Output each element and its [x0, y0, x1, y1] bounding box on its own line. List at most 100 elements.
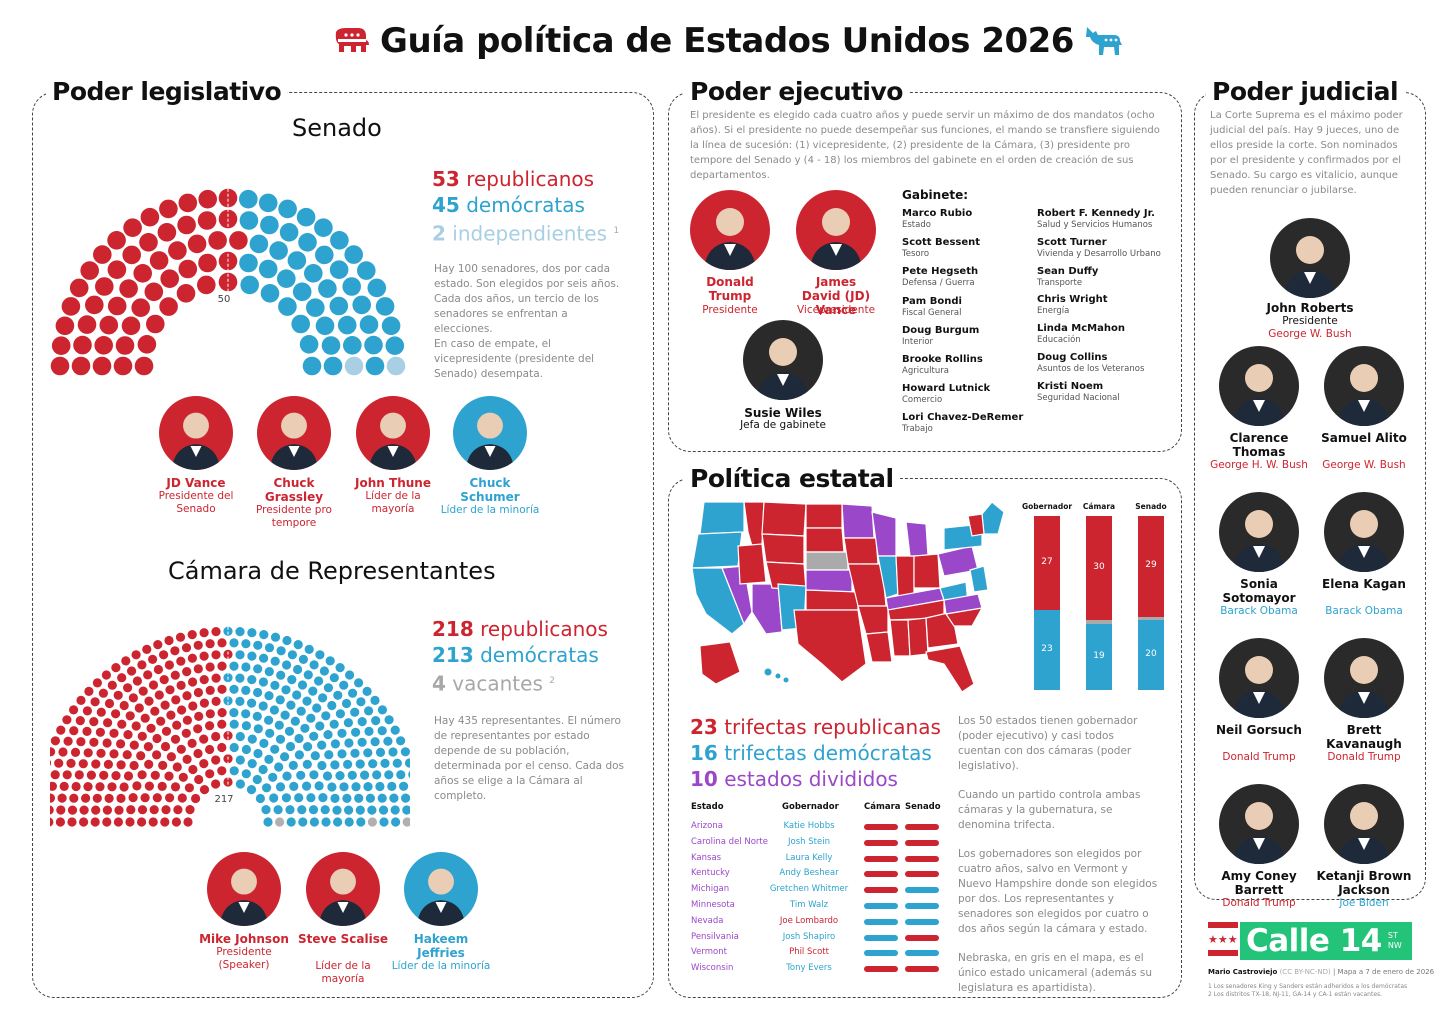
house-seat — [380, 758, 390, 768]
house-seat — [182, 754, 192, 764]
senate-seat — [298, 233, 317, 252]
senate-seat — [197, 275, 216, 295]
house-seat — [113, 817, 123, 827]
state-note: Los 50 estados tienen gobernador (poder … — [958, 715, 1138, 772]
house-seat — [134, 703, 144, 713]
house-seat — [332, 805, 342, 815]
house-seat — [253, 640, 263, 650]
table-house-pill — [864, 918, 898, 925]
house-seat — [205, 662, 215, 672]
house-seat — [384, 770, 394, 780]
house-seat — [164, 771, 174, 781]
house-seat — [205, 709, 215, 719]
house-seat — [399, 781, 409, 791]
house-seat — [188, 677, 198, 687]
senate-seat — [93, 245, 112, 264]
bar-dem-value: 23 — [1041, 643, 1053, 654]
senate-seat — [159, 199, 178, 219]
house-seat — [304, 644, 314, 654]
house-seat — [261, 805, 271, 815]
house-seat — [298, 654, 308, 664]
chief-of-staff-role: Jefa de gabinete — [740, 419, 826, 431]
house-seat — [137, 731, 147, 741]
house-seat — [76, 737, 86, 747]
bar-label: Senado — [1135, 502, 1167, 511]
house-seat — [152, 793, 162, 803]
senate-seat — [85, 295, 104, 315]
cabinet-member-role: Defensa / Guerra — [902, 278, 975, 289]
table-governor: Katie Hobbs — [783, 821, 835, 831]
house-seat — [372, 770, 382, 780]
justice-portrait — [1324, 492, 1404, 572]
house-seat — [339, 680, 349, 690]
house-seat — [79, 805, 89, 815]
house-seat — [99, 770, 109, 780]
house-seat — [384, 715, 394, 725]
house-seat — [217, 684, 227, 694]
justice-appointer: George H. W. Bush — [1210, 459, 1308, 471]
house-seat — [116, 793, 126, 803]
senate-seat — [329, 296, 349, 316]
senate-seat — [304, 264, 323, 283]
table-governor: Phil Scott — [789, 947, 829, 958]
house-seat — [355, 759, 365, 769]
house-seat — [270, 656, 280, 666]
cabinet-member: Pete Hegseth Defensa / Guerra — [902, 266, 1042, 289]
house-seat — [131, 721, 141, 731]
justice-portrait — [1324, 638, 1404, 718]
house-seat — [275, 782, 286, 792]
house-seat — [247, 698, 257, 708]
house-seat — [107, 680, 117, 690]
senate-seat — [133, 264, 152, 283]
house-seat — [253, 687, 263, 698]
justice-appointer: Barack Obama — [1220, 605, 1298, 617]
justice-appointer: Donald Trump — [1327, 751, 1401, 763]
house-seat — [67, 817, 77, 827]
senate-seat — [187, 234, 207, 254]
house-seat — [211, 627, 221, 637]
senate-seat — [140, 207, 160, 227]
house-seat — [137, 805, 148, 815]
house-seat — [54, 758, 64, 768]
house-seat — [211, 650, 221, 660]
house-seat — [396, 736, 406, 746]
house-seat — [211, 755, 221, 765]
house-seat — [335, 771, 345, 781]
cabinet-member-role: Educación — [1037, 335, 1081, 346]
house-seat — [309, 817, 319, 827]
house-seat — [211, 696, 221, 706]
us-states-map — [691, 501, 1005, 693]
house-seat — [217, 638, 227, 648]
house-seat — [296, 770, 306, 780]
table-governor: Tony Evers — [786, 963, 832, 974]
house-seat — [55, 817, 65, 827]
table-state: Wisconsin — [691, 963, 734, 974]
house-seat — [287, 650, 297, 660]
house-seat — [275, 817, 285, 827]
house-seat — [158, 760, 168, 770]
house-seat — [129, 760, 139, 771]
table-state: Arizona — [691, 821, 723, 831]
house-seat — [309, 770, 319, 780]
justice-appointer: Barack Obama — [1325, 605, 1403, 617]
senate-seat — [107, 296, 127, 316]
house-seat — [354, 793, 364, 803]
president-name: Donald Trump — [706, 275, 754, 303]
cabinet-member-name: Lori Chavez-DeRemer — [902, 412, 1024, 424]
house-seat — [285, 805, 295, 815]
house-seat — [86, 770, 96, 780]
executive-desc: El presidente es elegido cada cuatro año… — [690, 110, 1160, 181]
house-seat — [104, 793, 114, 803]
house-seat — [143, 742, 153, 752]
house-seat — [185, 805, 195, 815]
house-seat — [264, 643, 275, 653]
house-seat — [199, 785, 210, 795]
house-seat — [102, 805, 112, 815]
house-seat — [123, 730, 133, 740]
chief-of-staff-portrait — [743, 320, 823, 400]
senate-seat — [344, 245, 364, 264]
table-state: Kentucky — [691, 868, 730, 879]
cabinet-member: Scott Bessent Tesoro — [902, 237, 1042, 260]
senate-seat — [386, 356, 406, 376]
house-seat — [188, 701, 198, 711]
